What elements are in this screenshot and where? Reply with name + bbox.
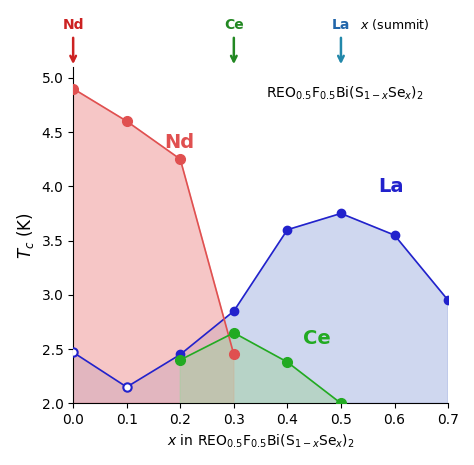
Polygon shape <box>180 333 341 403</box>
Text: $x$ (summit): $x$ (summit) <box>360 17 429 32</box>
Polygon shape <box>73 213 448 403</box>
Text: La: La <box>378 177 404 196</box>
Text: Ce: Ce <box>224 18 244 61</box>
Text: REO$_{0.5}$F$_{0.5}$Bi(S$_{1-x}$Se$_{x}$)$_2$: REO$_{0.5}$F$_{0.5}$Bi(S$_{1-x}$Se$_{x}$… <box>266 84 424 102</box>
Text: Nd: Nd <box>164 133 194 153</box>
Text: Nd: Nd <box>63 18 84 61</box>
Polygon shape <box>73 89 234 403</box>
Text: Ce: Ce <box>303 329 331 348</box>
Y-axis label: $T_c$ (K): $T_c$ (K) <box>15 212 36 259</box>
X-axis label: $x$ in REO$_{0.5}$F$_{0.5}$Bi(S$_{1-x}$Se$_x$)$_2$: $x$ in REO$_{0.5}$F$_{0.5}$Bi(S$_{1-x}$S… <box>167 432 355 450</box>
Text: La: La <box>332 18 350 61</box>
